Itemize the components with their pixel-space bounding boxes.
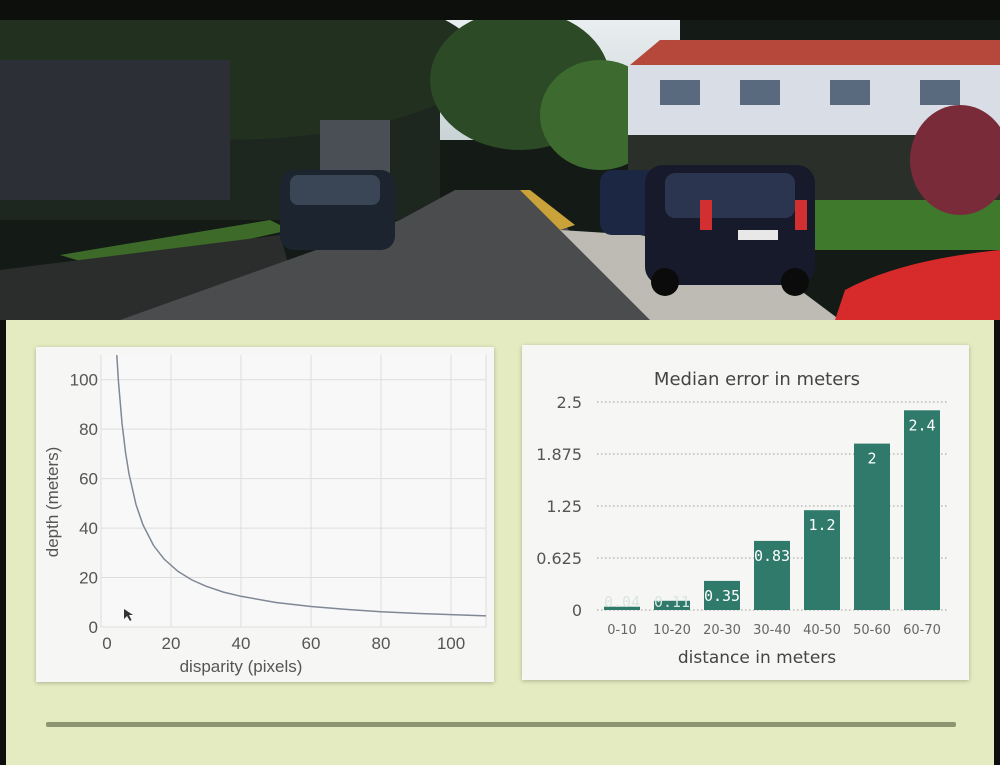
y-tick-label: 40 <box>79 519 98 538</box>
y-tick-label: 1.25 <box>546 497 582 516</box>
bar-30-40 <box>754 540 790 610</box>
bar-value-label: 2.4 <box>908 416 935 434</box>
y-tick-label: 80 <box>79 420 98 439</box>
y-tick-label: 1.875 <box>536 445 582 464</box>
chart-title: Median error in meters <box>654 369 860 390</box>
x-tick-label: 20 <box>162 634 181 653</box>
median-error-chart-card: Median error in meters 0 0.625 1.25 1.875 2.… <box>522 345 969 680</box>
bar-value-label: 2 <box>867 450 876 468</box>
y-tick-label: 20 <box>79 569 98 588</box>
left-chart-grid <box>100 355 487 628</box>
street-scene-photo <box>0 20 1000 320</box>
bar-10-20 <box>654 600 690 610</box>
depth-vs-disparity-chart: 0 20 40 60 80 100 0 20 40 60 80 100 disparity (pix… <box>43 354 487 676</box>
right-chart-y-ticks: 0 0.625 1.25 1.875 2.5 <box>536 393 582 620</box>
y-axis-label: depth (meters) <box>43 447 62 558</box>
slide-panel: 0 20 40 60 80 100 0 20 40 60 80 100 disparity (pix… <box>6 320 994 765</box>
y-tick-label: 0 <box>89 618 98 637</box>
depth-disparity-chart-card: 0 20 40 60 80 100 0 20 40 60 80 100 disparity (pix… <box>36 347 494 682</box>
right-chart-x-ticks: 0-10 10-20 20-30 30-40 40-50 50-60 60-70 <box>607 623 941 638</box>
bar-50-60 <box>854 443 890 610</box>
x-axis-label: disparity (pixels) <box>180 657 303 676</box>
bar-40-50 <box>804 510 840 610</box>
bar-20-30 <box>704 580 740 610</box>
mouse-cursor-icon <box>124 609 133 621</box>
y-tick-label: 60 <box>79 470 98 489</box>
x-tick-label: 20-30 <box>703 623 741 638</box>
y-tick-label: 0 <box>572 601 582 620</box>
x-tick-label: 100 <box>437 634 465 653</box>
bar-0-10 <box>604 606 640 610</box>
x-tick-label: 60-70 <box>903 623 941 638</box>
left-chart-x-ticks: 0 20 40 60 80 100 <box>102 634 465 653</box>
left-chart-y-ticks: 0 20 40 60 80 100 <box>70 371 98 637</box>
x-axis-label: distance in meters <box>678 648 836 668</box>
bar-value-label: 0.83 <box>754 547 790 565</box>
bar-value-label: 1.2 <box>808 516 835 534</box>
bar-60-70 <box>904 410 940 610</box>
depth-curve-series <box>116 354 487 617</box>
x-tick-label: 80 <box>372 634 391 653</box>
x-tick-label: 0-10 <box>607 623 637 638</box>
y-tick-label: 0.625 <box>536 549 582 568</box>
bar-value-label: 0.11 <box>654 593 690 611</box>
left-plot-area <box>101 355 486 627</box>
y-tick-label: 100 <box>70 371 98 390</box>
median-error-bar-chart: Median error in meters 0 0.625 1.25 1.875 2.… <box>536 369 947 668</box>
bar-value-label: 0.35 <box>704 587 740 605</box>
bar-value-label: 0.04 <box>604 593 640 611</box>
slide-divider-line <box>46 722 956 727</box>
x-tick-label: 60 <box>302 634 321 653</box>
x-tick-label: 0 <box>102 634 111 653</box>
x-tick-label: 50-60 <box>853 623 891 638</box>
x-tick-label: 40 <box>232 634 251 653</box>
x-tick-label: 10-20 <box>653 623 691 638</box>
x-tick-label: 40-50 <box>803 623 841 638</box>
y-tick-label: 2.5 <box>557 393 582 412</box>
x-tick-label: 30-40 <box>753 623 791 638</box>
right-chart-bars: 0.04 0.11 0.35 0.83 1.2 2 2.4 <box>604 410 940 611</box>
